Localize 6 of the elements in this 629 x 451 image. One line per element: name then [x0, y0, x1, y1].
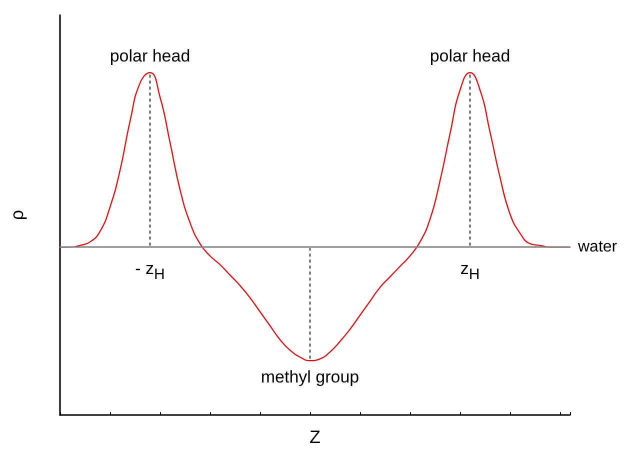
x-axis-title: Z — [310, 427, 320, 447]
text: polar head — [110, 46, 190, 66]
y-axis-title: ρ — [7, 210, 27, 220]
text: polar head — [430, 46, 510, 66]
ref-line-label: water — [577, 238, 618, 256]
text: methyl group — [260, 368, 360, 387]
